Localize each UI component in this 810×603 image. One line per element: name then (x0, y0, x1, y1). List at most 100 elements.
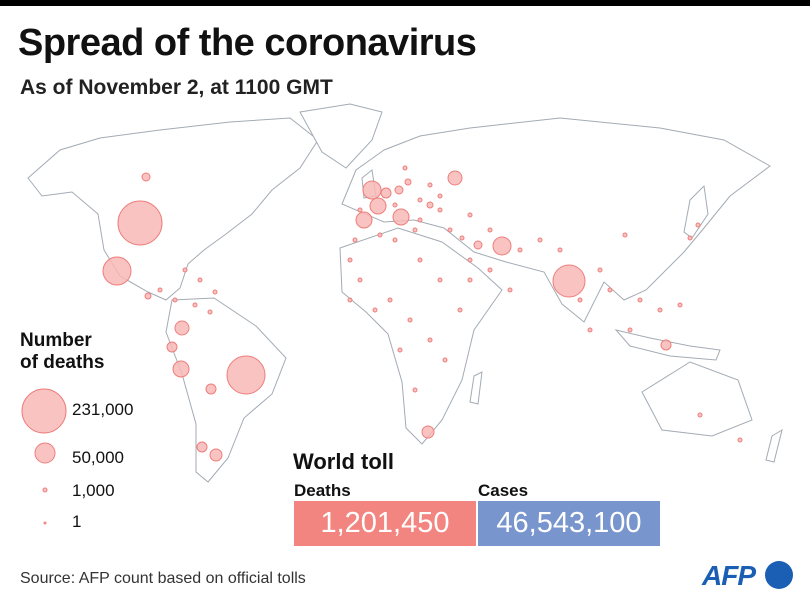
country-death-bubble (627, 327, 633, 333)
country-death-bubble (587, 327, 593, 333)
country-death-bubble (157, 287, 163, 293)
country-death-bubble (144, 292, 152, 300)
source-note: Source: AFP count based on official toll… (20, 570, 306, 587)
country-death-bubble (607, 287, 613, 293)
legend-bubble-231000 (21, 388, 67, 434)
greenland (299, 103, 383, 169)
country-death-bubble (577, 297, 583, 303)
country-death-bubble (172, 297, 178, 303)
deaths-value-box: 1,201,450 (294, 501, 476, 546)
country-death-bubble (637, 297, 643, 303)
country-death-bubble (226, 355, 266, 395)
legend-bubble-1000 (42, 487, 48, 493)
country-death-bubble (207, 309, 213, 315)
country-death-bubble (392, 202, 398, 208)
country-death-bubble (355, 211, 373, 229)
country-death-bubble (657, 307, 663, 313)
country-death-bubble (687, 235, 693, 241)
eurasia (341, 117, 771, 323)
country-death-bubble (192, 302, 198, 308)
country-death-bubble (394, 185, 404, 195)
country-death-bubble (407, 317, 413, 323)
country-death-bubble (487, 267, 493, 273)
madagascar (469, 371, 483, 405)
country-death-bubble (402, 165, 408, 171)
country-death-bubble (467, 257, 473, 263)
cases-label: Cases (478, 481, 529, 500)
country-death-bubble (347, 297, 353, 303)
country-death-bubble (205, 383, 217, 395)
country-death-bubble (437, 277, 443, 283)
new-zealand (765, 428, 783, 463)
country-death-bubble (677, 302, 683, 308)
world-toll-title: World toll (293, 449, 395, 474)
country-death-bubble (412, 387, 418, 393)
country-death-bubble (737, 437, 743, 443)
country-death-bubble (447, 170, 463, 186)
country-death-bubble (492, 236, 512, 256)
legend-title-line1: Number (20, 330, 92, 351)
country-death-bubble (622, 232, 628, 238)
legend-title-line2: of deaths (20, 352, 105, 373)
top-bar (0, 0, 810, 6)
country-death-bubble (695, 222, 701, 228)
country-death-bubble (209, 448, 223, 462)
country-death-bubble (487, 227, 493, 233)
country-death-bubble (392, 208, 410, 226)
country-death-bubble (357, 277, 363, 283)
country-death-bubble (537, 237, 543, 243)
country-death-bubble (597, 267, 603, 273)
country-death-bubble (404, 178, 412, 186)
legend-label-1000: 1,000 (72, 481, 115, 500)
legend-label-50000: 50,000 (72, 448, 124, 467)
country-death-bubble (417, 197, 423, 203)
country-death-bubble (552, 264, 586, 298)
country-death-bubble (196, 441, 208, 453)
country-death-bubble (197, 277, 203, 283)
country-death-bubble (369, 197, 387, 215)
country-death-bubble (117, 200, 163, 246)
country-death-bubble (660, 339, 672, 351)
legend-title: Number of deaths (20, 330, 104, 374)
australia (641, 361, 753, 437)
country-death-bubble (174, 320, 190, 336)
country-death-bubble (392, 237, 398, 243)
country-death-bubble (417, 217, 423, 223)
country-death-bubble (212, 289, 218, 295)
africa (339, 227, 503, 445)
country-death-bubble (457, 307, 463, 313)
country-death-bubble (467, 212, 473, 218)
country-death-bubble (437, 193, 443, 199)
page-title: Spread of the coronavirus (18, 22, 477, 64)
country-death-bubble (507, 287, 513, 293)
country-death-bubble (357, 207, 363, 213)
country-death-bubble (459, 235, 465, 241)
country-death-bubble (442, 357, 448, 363)
country-death-bubble (517, 247, 523, 253)
legend-bubble-1 (43, 521, 47, 525)
country-death-bubble (473, 240, 483, 250)
country-death-bubble (417, 257, 423, 263)
country-death-bubble (352, 237, 358, 243)
afp-logo-dot (765, 561, 793, 589)
country-death-bubble (347, 257, 353, 263)
deaths-label: Deaths (294, 481, 351, 500)
country-death-bubble (166, 341, 178, 353)
legend-bubble-50000 (34, 442, 56, 464)
country-death-bubble (427, 182, 433, 188)
country-death-bubble (141, 172, 151, 182)
country-death-bubble (437, 207, 443, 213)
afp-logo: AFP (702, 560, 756, 591)
country-death-bubble (362, 180, 382, 200)
country-death-bubble (426, 201, 434, 209)
country-death-bubble (467, 277, 473, 283)
cases-value-box: 46,543,100 (478, 501, 660, 546)
country-death-bubble (697, 412, 703, 418)
page-subtitle: As of November 2, at 1100 GMT (20, 76, 333, 99)
country-death-bubble (182, 267, 188, 273)
country-death-bubble (372, 307, 378, 313)
country-death-bubble (397, 347, 403, 353)
country-death-bubble (172, 360, 190, 378)
country-death-bubble (447, 227, 453, 233)
